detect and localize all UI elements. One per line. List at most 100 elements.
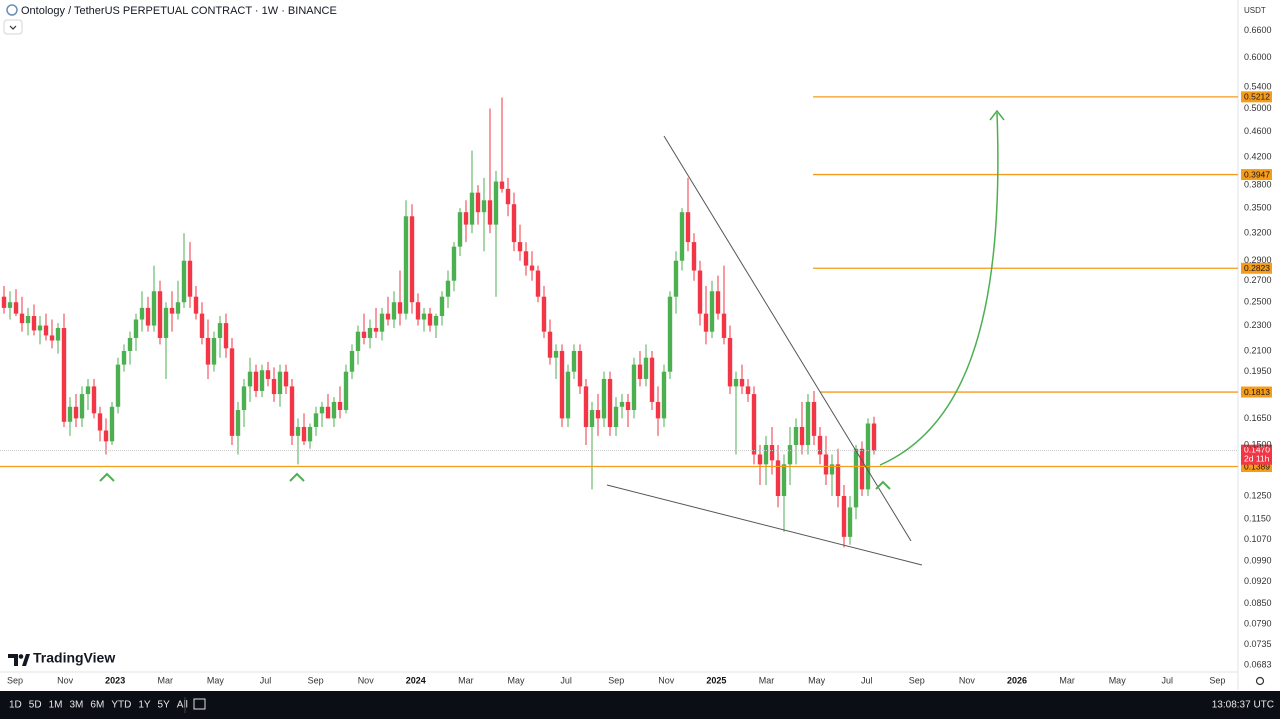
y-tick-label: 0.2300: [1244, 320, 1272, 330]
candle-body: [637, 364, 643, 379]
candle-body: [511, 204, 517, 243]
candle-body: [361, 331, 367, 338]
settings-icon[interactable]: [1255, 676, 1265, 686]
candle-body: [1, 296, 7, 308]
x-tick-label: Nov: [57, 675, 74, 685]
toolbar-ranges: 1D 5D 1M 3M 6M YTD 1Y 5Y All: [9, 700, 188, 711]
candle-body: [847, 507, 853, 537]
candle-body: [541, 296, 547, 332]
x-tick-label: Nov: [658, 675, 675, 685]
candle-body: [109, 406, 115, 442]
candle-body: [277, 371, 283, 395]
candle-body: [187, 260, 193, 297]
level-label: 0.3947: [1244, 169, 1270, 179]
level-label-box: [1241, 169, 1272, 181]
candle-body: [643, 357, 649, 379]
candle-body: [601, 378, 607, 419]
range-button[interactable]: 5D: [29, 700, 42, 711]
candle-body: [853, 448, 859, 508]
range-button[interactable]: 1Y: [138, 700, 151, 711]
chevron-icon: [9, 25, 17, 30]
candle-body: [505, 188, 511, 205]
y-tick-label: 0.5400: [1244, 81, 1272, 91]
candle-body: [667, 296, 673, 372]
candle-body: [217, 323, 223, 338]
level-label-box: [1241, 91, 1272, 103]
x-tick-label: Mar: [158, 675, 174, 685]
y-tick-label: 0.3500: [1244, 203, 1272, 213]
trendline-upper: [663, 135, 912, 542]
candle-body: [589, 410, 595, 427]
candle-body: [379, 313, 385, 332]
candle-body: [487, 200, 493, 225]
y-tick-label: 0.0683: [1244, 659, 1272, 669]
candle-body: [781, 464, 787, 496]
range-button[interactable]: 1M: [49, 700, 63, 711]
range-button[interactable]: All: [177, 700, 188, 711]
candle-body: [31, 315, 37, 331]
candle-body: [283, 371, 289, 387]
brand: TradingView: [8, 650, 115, 666]
candle-body: [439, 296, 445, 316]
candle-body: [337, 401, 343, 411]
support-marker: [99, 472, 115, 482]
collapse-button[interactable]: [3, 19, 23, 35]
range-button[interactable]: 3M: [70, 700, 84, 711]
candle-body: [319, 406, 325, 414]
candle-body: [535, 270, 541, 297]
candle-body: [811, 401, 817, 436]
range-button[interactable]: YTD: [111, 700, 131, 711]
range-button[interactable]: 5Y: [158, 700, 171, 711]
candle-body: [199, 313, 205, 338]
y-tick-label: 0.0920: [1244, 576, 1272, 586]
candle-body: [613, 406, 619, 427]
candle-body: [121, 350, 127, 365]
candle-body: [157, 291, 163, 338]
bottom-toolbar: [0, 691, 1280, 719]
brand-name: TradingView: [33, 650, 115, 666]
date-range-icon[interactable]: [193, 698, 206, 710]
currency-label: USDT: [1244, 6, 1266, 15]
candle-body: [607, 378, 613, 427]
y-tick-label: 0.4600: [1244, 126, 1272, 136]
y-tick-label: 0.2700: [1244, 275, 1272, 285]
x-tick-label: May: [1109, 675, 1127, 685]
x-tick-label: Nov: [358, 675, 375, 685]
candle-body: [7, 302, 13, 308]
candle-body: [79, 394, 85, 419]
x-tick-label: Jul: [1162, 675, 1174, 685]
x-tick-label: Sep: [608, 675, 624, 685]
candle-body: [415, 302, 421, 320]
time-axis: Sep Nov 2023 Mar May Jul Sep Nov 2024 Mar May Jul Se…: [7, 675, 1225, 685]
x-tick-label: Sep: [909, 675, 925, 685]
candle-body: [697, 270, 703, 314]
y-tick-label: 0.3200: [1244, 228, 1272, 238]
symbol-title: Ontology / TetherUS PERPETUAL CONTRACT ·…: [21, 5, 337, 17]
candle-body: [745, 386, 751, 395]
candle-body: [295, 426, 301, 436]
x-tick-label: Mar: [759, 675, 775, 685]
x-tick-label: 2025: [706, 675, 726, 685]
candle-body: [871, 423, 877, 451]
candle-body: [547, 331, 553, 358]
candle-body: [769, 445, 775, 461]
candle-body: [763, 445, 769, 465]
level-label: 0.1813: [1244, 387, 1270, 397]
y-tick-label: 0.6000: [1244, 52, 1272, 62]
x-tick-label: Sep: [7, 675, 23, 685]
candle-body: [229, 348, 235, 436]
candle-body: [37, 325, 43, 331]
candle-body: [553, 350, 559, 358]
candle-body: [181, 260, 187, 303]
candle-body: [409, 216, 415, 303]
candle-body: [427, 313, 433, 326]
candle-body: [799, 426, 805, 446]
candle-body: [565, 371, 571, 419]
support-marker: [875, 480, 891, 490]
range-button[interactable]: 1D: [9, 700, 22, 711]
range-button[interactable]: 6M: [90, 700, 104, 711]
candle-body: [619, 401, 625, 407]
candle-body: [679, 212, 685, 261]
x-tick-label: 2023: [105, 675, 125, 685]
